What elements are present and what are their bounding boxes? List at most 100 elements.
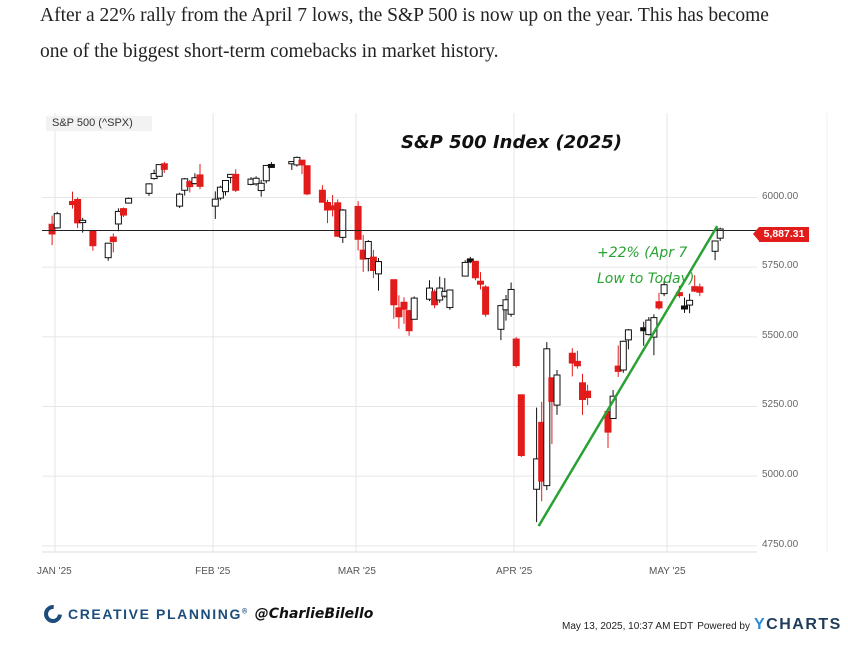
candle-body (400, 301, 408, 310)
candle-body (160, 163, 168, 170)
candle-body (222, 180, 229, 193)
last-price-badge: 5,887.31 (753, 227, 809, 242)
candle-body (89, 230, 97, 247)
candle (655, 292, 663, 310)
candle (517, 394, 525, 457)
y-tick-label: 5750.00 (762, 260, 799, 272)
candle (120, 207, 127, 218)
candle (543, 342, 551, 491)
candle (216, 185, 224, 201)
annotation-line-1: +22% (Apr 7 (597, 245, 688, 261)
candle-body (114, 210, 122, 225)
candle (390, 279, 398, 319)
candle (89, 230, 97, 251)
candle-body (482, 286, 490, 315)
candle-body (186, 181, 194, 188)
candle (446, 289, 454, 310)
candle-layer (48, 156, 724, 523)
candle (681, 297, 688, 313)
candle (324, 199, 331, 224)
candle (466, 256, 474, 264)
candle-body (145, 183, 153, 194)
candle (339, 208, 347, 243)
ycharts-logo: YCHARTS (754, 616, 842, 633)
candle-body (48, 223, 56, 235)
candle-body (686, 299, 694, 306)
overlay-layer (42, 225, 757, 527)
candle-body (74, 198, 82, 224)
candle-body (461, 261, 469, 277)
candle (262, 164, 270, 184)
candle (507, 282, 515, 317)
creative-planning-brand: CREATIVE PLANNING® @CharlieBilello (40, 601, 373, 627)
candle (660, 281, 668, 297)
candle-body (466, 258, 474, 263)
candle (553, 369, 561, 415)
candle-body (497, 305, 505, 330)
candle-body (53, 213, 61, 229)
x-tick-label: JAN '25 (37, 566, 72, 577)
grid-layer (42, 113, 828, 553)
y-tick-label: 6000.00 (762, 190, 799, 202)
brand-name: CREATIVE PLANNING® (68, 606, 249, 622)
candle-body (216, 186, 224, 199)
candle (400, 297, 408, 324)
candle (477, 272, 484, 290)
candle-body (619, 340, 627, 371)
candle (155, 164, 163, 177)
candle (482, 285, 490, 317)
candle (318, 185, 326, 203)
candle-body (120, 208, 127, 216)
timestamp: May 13, 2025, 10:37 AM EDT (562, 621, 694, 632)
candle (125, 197, 133, 204)
candle-body (711, 240, 719, 252)
candle-body (584, 390, 592, 399)
candle-body (517, 394, 525, 457)
candle-body (125, 197, 133, 204)
candle (303, 165, 311, 196)
powered-by-label: Powered by (697, 621, 750, 632)
candle (114, 208, 122, 232)
candle-body (716, 228, 724, 239)
candle (686, 293, 694, 314)
candle-body (660, 284, 668, 295)
annotation-line-2: Low to Today) (597, 271, 695, 287)
candle-body (298, 159, 306, 166)
candle (222, 180, 229, 196)
candle (211, 191, 219, 219)
candle-body (477, 280, 484, 285)
candle-body (568, 352, 576, 364)
candle (696, 283, 704, 297)
candle (257, 179, 265, 197)
candle-body (232, 173, 240, 191)
candle-body (410, 297, 418, 320)
candle (252, 176, 260, 186)
candle-body (543, 348, 551, 487)
candle-body (681, 305, 688, 310)
candle (145, 183, 153, 196)
x-tick-label: APR '25 (496, 566, 533, 577)
article-paragraph: After a 22% rally from the April 7 lows,… (40, 0, 840, 70)
candle (375, 257, 382, 291)
candle-body (364, 241, 372, 260)
candle-body (624, 329, 632, 341)
y-tick-label: 5000.00 (762, 469, 799, 481)
candle-body (446, 289, 454, 309)
candle (196, 164, 204, 190)
candle-body (257, 182, 265, 192)
candle-body (390, 279, 398, 306)
candle-body (339, 209, 347, 238)
candle-body (512, 338, 520, 367)
candle (512, 337, 520, 368)
candle-body (303, 165, 311, 195)
candle-body (79, 219, 87, 224)
ticker-box (46, 116, 152, 131)
candle (186, 179, 194, 193)
y-tick-label: 5250.00 (762, 399, 799, 411)
y-tick-label: 4750.00 (762, 538, 799, 550)
candle-body (109, 236, 117, 243)
candle (461, 260, 469, 277)
candle (395, 295, 403, 329)
candle (584, 384, 592, 406)
trend-annotation: +22% (Apr 7 Low to Today) (597, 240, 694, 292)
